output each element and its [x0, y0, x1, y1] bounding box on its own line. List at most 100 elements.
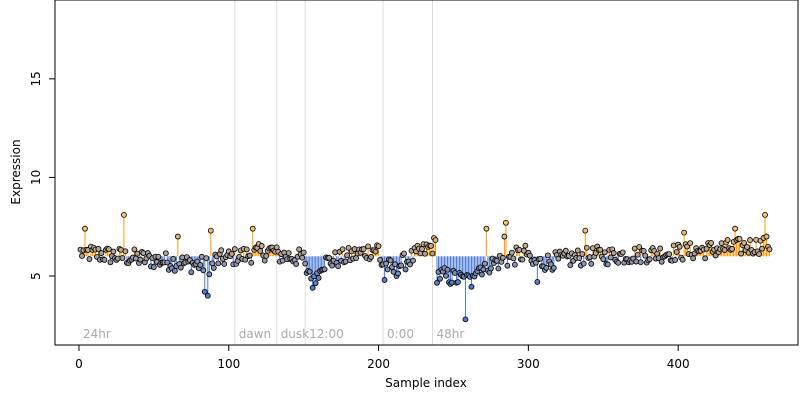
data-point [302, 260, 309, 267]
data-point [741, 239, 747, 246]
data-point [174, 233, 181, 240]
phase-labels: 24hr dawn dusk 12:00 0:00 48hr [83, 327, 464, 341]
data-point [177, 264, 184, 271]
x-tick-label: 400 [667, 357, 690, 371]
data-point [582, 227, 589, 234]
data-point [744, 244, 750, 250]
data-point [600, 256, 607, 263]
data-point [197, 262, 204, 268]
data-point [511, 261, 518, 268]
y-axis-title: Expression [9, 139, 23, 204]
data-point [763, 233, 770, 240]
data-point [110, 248, 117, 255]
data-point [122, 248, 129, 255]
data-point [429, 250, 436, 257]
data-point [562, 247, 569, 254]
data-point [131, 246, 138, 253]
data-point [657, 245, 664, 252]
data-point [402, 266, 409, 273]
data-point [306, 268, 313, 275]
data-point [666, 251, 673, 258]
data-point [243, 246, 250, 253]
data-point [574, 247, 581, 254]
data-point [300, 249, 307, 256]
data-point [344, 252, 351, 259]
data-point [747, 237, 753, 243]
data-point [365, 243, 371, 250]
data-point [387, 257, 394, 264]
data-point [257, 248, 264, 254]
data-point [522, 242, 529, 249]
data-point [312, 280, 319, 287]
data-point [544, 252, 551, 259]
data-point [580, 260, 587, 267]
data-point [170, 256, 177, 262]
data-point [422, 250, 428, 257]
data-point [263, 253, 270, 259]
data-point [543, 264, 550, 271]
data-point [495, 265, 502, 272]
data-point [395, 270, 401, 277]
data-point [444, 266, 451, 273]
data-point [419, 246, 425, 252]
x-axis: 0 100 200 300 400 [75, 344, 690, 371]
phase-label: 48hr [436, 327, 464, 341]
data-point [576, 255, 583, 262]
data-point [79, 253, 85, 259]
data-points [77, 211, 773, 323]
data-point [583, 244, 590, 251]
data-point [455, 279, 461, 285]
data-point [293, 261, 300, 267]
data-point [567, 262, 574, 269]
x-tick-label: 100 [217, 357, 240, 371]
data-point [434, 279, 440, 286]
data-point [171, 267, 178, 274]
data-point [246, 252, 253, 259]
x-tick-label: 0 [75, 357, 83, 371]
data-point [407, 261, 413, 268]
phase-label: 24hr [83, 327, 111, 341]
data-point [221, 261, 228, 267]
data-point [98, 250, 105, 256]
data-point [738, 250, 744, 257]
data-point [479, 271, 485, 278]
data-point [375, 243, 382, 250]
data-point [150, 264, 157, 270]
y-axis: 5 10 15 [29, 71, 56, 280]
data-point [673, 249, 680, 255]
data-point [218, 247, 225, 254]
data-point [672, 257, 679, 263]
data-point [607, 254, 614, 261]
data-point [482, 260, 488, 267]
data-point [703, 245, 710, 252]
data-point [321, 266, 328, 273]
data-point [339, 246, 346, 253]
data-point [597, 246, 604, 253]
data-point [121, 211, 127, 218]
data-point [258, 243, 265, 249]
data-point [106, 246, 112, 253]
data-point [736, 235, 743, 242]
data-point [437, 275, 443, 282]
data-point [188, 269, 195, 276]
data-point [687, 240, 694, 247]
data-point [501, 233, 508, 240]
data-point [499, 254, 506, 261]
data-point [383, 260, 389, 267]
data-point [360, 246, 367, 252]
data-point [101, 257, 108, 263]
data-point [368, 254, 374, 260]
data-point [510, 255, 517, 262]
data-point [729, 246, 735, 252]
data-point [299, 254, 306, 261]
phase-label: dusk [281, 327, 309, 341]
data-point [766, 246, 773, 253]
data-point [759, 245, 765, 252]
data-point [285, 250, 292, 256]
data-point [634, 251, 641, 258]
data-point [203, 255, 210, 262]
data-point [588, 260, 595, 267]
data-point [107, 259, 114, 266]
